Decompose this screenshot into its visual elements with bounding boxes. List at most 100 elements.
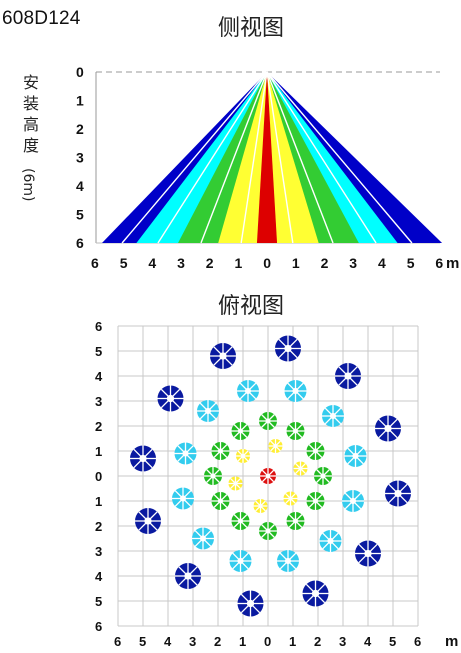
top-x-tick: 3 [339, 634, 346, 649]
zone-dot-center [320, 473, 326, 479]
zone-dot-center [284, 344, 292, 353]
zone-blue-dot [135, 508, 161, 534]
zone-dot-center [237, 518, 244, 524]
side-y-tick: 4 [76, 178, 84, 194]
zone-dot-center [298, 466, 303, 471]
zone-dot-center [288, 496, 293, 501]
zone-blue-dot [275, 335, 301, 362]
zone-blue-dot [130, 445, 156, 472]
side-x-tick: 3 [349, 255, 357, 271]
zone-dot-center [349, 497, 357, 505]
top-y-tick: 3 [95, 544, 102, 559]
zone-cyan-dot [174, 442, 197, 465]
side-y-tick: 5 [76, 207, 84, 223]
zone-yellow-dot [293, 461, 308, 476]
top-y-tick: 6 [95, 319, 102, 334]
zone-yellow-dot [283, 491, 298, 506]
zone-green-dot [211, 492, 230, 510]
top-y-tick: 4 [95, 369, 103, 384]
zone-dot-center [210, 473, 216, 479]
zone-cyan-dot [319, 530, 342, 552]
zone-dot-center [292, 387, 299, 395]
zone-dot-center [292, 518, 299, 524]
top-x-tick: 4 [164, 634, 172, 649]
zone-dot-center [265, 473, 271, 479]
side-y-tick: 2 [76, 121, 84, 137]
zone-green-dot [306, 442, 325, 460]
zone-dot-center [394, 489, 402, 498]
zone-blue-dot [210, 343, 236, 369]
side-x-unit: m [446, 255, 459, 272]
top-y-tick: 4 [95, 569, 103, 584]
top-view-title: 俯视图 [218, 294, 285, 319]
top-y-tick: 1 [95, 494, 102, 509]
zone-dot-center [384, 424, 392, 433]
zone-blue-dot [375, 415, 401, 442]
zone-cyan-dot [322, 405, 344, 427]
zone-dot-center [139, 454, 147, 463]
zone-dot-center [311, 589, 320, 598]
zone-dot-center [241, 454, 245, 458]
zone-cyan-dot [277, 550, 299, 572]
side-x-tick: 6 [91, 255, 99, 271]
zone-yellow-dot [228, 476, 243, 491]
zone-dot-center [237, 428, 244, 434]
zone-dot-center [246, 599, 255, 608]
install-height-label: 安装高度 [22, 73, 39, 155]
side-x-tick: 1 [235, 255, 243, 271]
beam-gap-l-1 [200, 71, 268, 244]
top-y-tick: 3 [95, 394, 102, 409]
zone-green-dot [231, 422, 250, 440]
zone-dot-center [244, 387, 252, 395]
zone-dot-center [199, 535, 207, 542]
side-x-tick: 0 [263, 255, 271, 271]
zone-dot-center [204, 407, 212, 415]
beam-gap-r-3 [266, 71, 413, 244]
zone-dot-center [184, 572, 192, 580]
zone-green-dot [204, 467, 222, 485]
top-y-tick: 5 [95, 344, 102, 359]
side-y-tick: 3 [76, 150, 84, 166]
zone-dot-center [265, 528, 271, 534]
zone-dot-center [364, 549, 372, 558]
side-x-tick: 4 [148, 255, 156, 271]
top-x-tick: 2 [214, 634, 221, 649]
top-x-tick: 5 [389, 634, 396, 649]
zone-blue-dot [175, 563, 201, 589]
side-y-tick: 1 [76, 93, 84, 109]
top-y-tick: 2 [95, 519, 102, 534]
top-x-tick: 1 [239, 634, 246, 649]
top-x-tick: 1 [289, 634, 296, 649]
top-y-tick: 5 [95, 594, 102, 609]
top-x-tick: 4 [364, 634, 372, 649]
top-y-tick: 0 [95, 469, 102, 484]
zone-blue-dot [302, 580, 329, 607]
zone-green-dot [231, 512, 250, 530]
side-x-tick: 2 [206, 255, 214, 271]
zone-green-dot [306, 492, 325, 510]
beam-gap-r-0 [266, 71, 294, 244]
zone-cyan-dot [172, 487, 194, 510]
top-x-tick: 6 [414, 634, 421, 649]
beam-gap-r-2 [266, 71, 377, 244]
side-y-tick: 0 [76, 64, 84, 80]
side-x-tick: 5 [120, 255, 128, 271]
zone-cyan-dot [342, 490, 364, 512]
zone-dot-center [312, 448, 319, 454]
zone-dot-center [273, 444, 278, 448]
side-x-tick: 2 [321, 255, 329, 271]
zone-blue-dot [157, 385, 184, 412]
zone-dot-center [233, 481, 238, 486]
zone-red-dot [260, 468, 276, 484]
beam-gap-l-3 [121, 71, 268, 244]
beam-gap-l-0 [240, 71, 268, 244]
zone-cyan-dot [284, 380, 307, 402]
zone-dot-center [258, 504, 263, 508]
zone-green-dot [314, 467, 332, 485]
zone-cyan-dot [229, 550, 252, 572]
top-x-tick: 3 [189, 634, 196, 649]
zone-cyan-dot [197, 400, 219, 422]
side-view-title: 侧视图 [218, 16, 285, 41]
